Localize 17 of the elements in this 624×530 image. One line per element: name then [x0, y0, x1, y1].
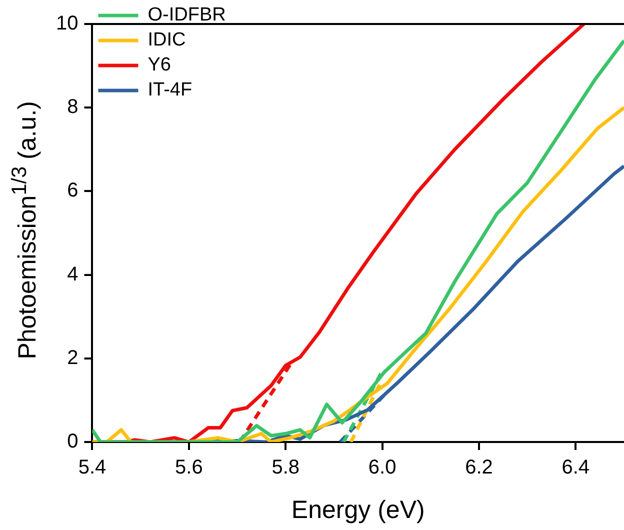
x-tick-label: 6.0 — [368, 456, 396, 479]
x-tick-label: 5.4 — [78, 456, 106, 479]
x-tick-label: 6.2 — [465, 456, 493, 479]
y-tick-label: 0 — [67, 430, 78, 453]
y-tick-label: 4 — [67, 263, 78, 286]
y-tick-label: 8 — [67, 96, 78, 118]
x-tick-label: 5.6 — [175, 456, 203, 479]
legend-label: IDIC — [148, 30, 186, 51]
x-axis-title: Energy (eV) — [291, 496, 425, 524]
y-tick-label: 10 — [56, 12, 78, 35]
legend-label: IT-4F — [148, 80, 192, 101]
legend-label: Y6 — [148, 54, 171, 76]
x-tick-label: 5.8 — [272, 456, 300, 479]
x-tick-label: 6.4 — [562, 456, 590, 479]
legend-label: O-IDFBR — [148, 4, 226, 26]
y-tick-label: 6 — [67, 180, 78, 202]
y-tick-label: 2 — [67, 346, 78, 369]
